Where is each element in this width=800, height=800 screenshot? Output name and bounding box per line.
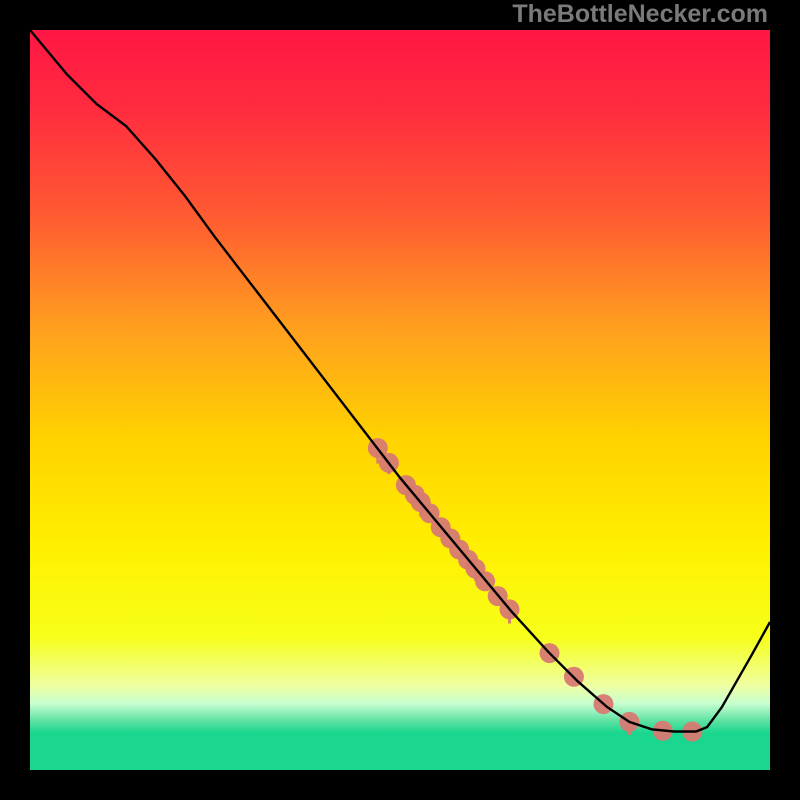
bottleneck-chart bbox=[0, 0, 800, 800]
plot-background bbox=[30, 30, 770, 770]
watermark-text: TheBottleNecker.com bbox=[512, 0, 768, 29]
chart-frame: TheBottleNecker.com bbox=[0, 0, 800, 800]
